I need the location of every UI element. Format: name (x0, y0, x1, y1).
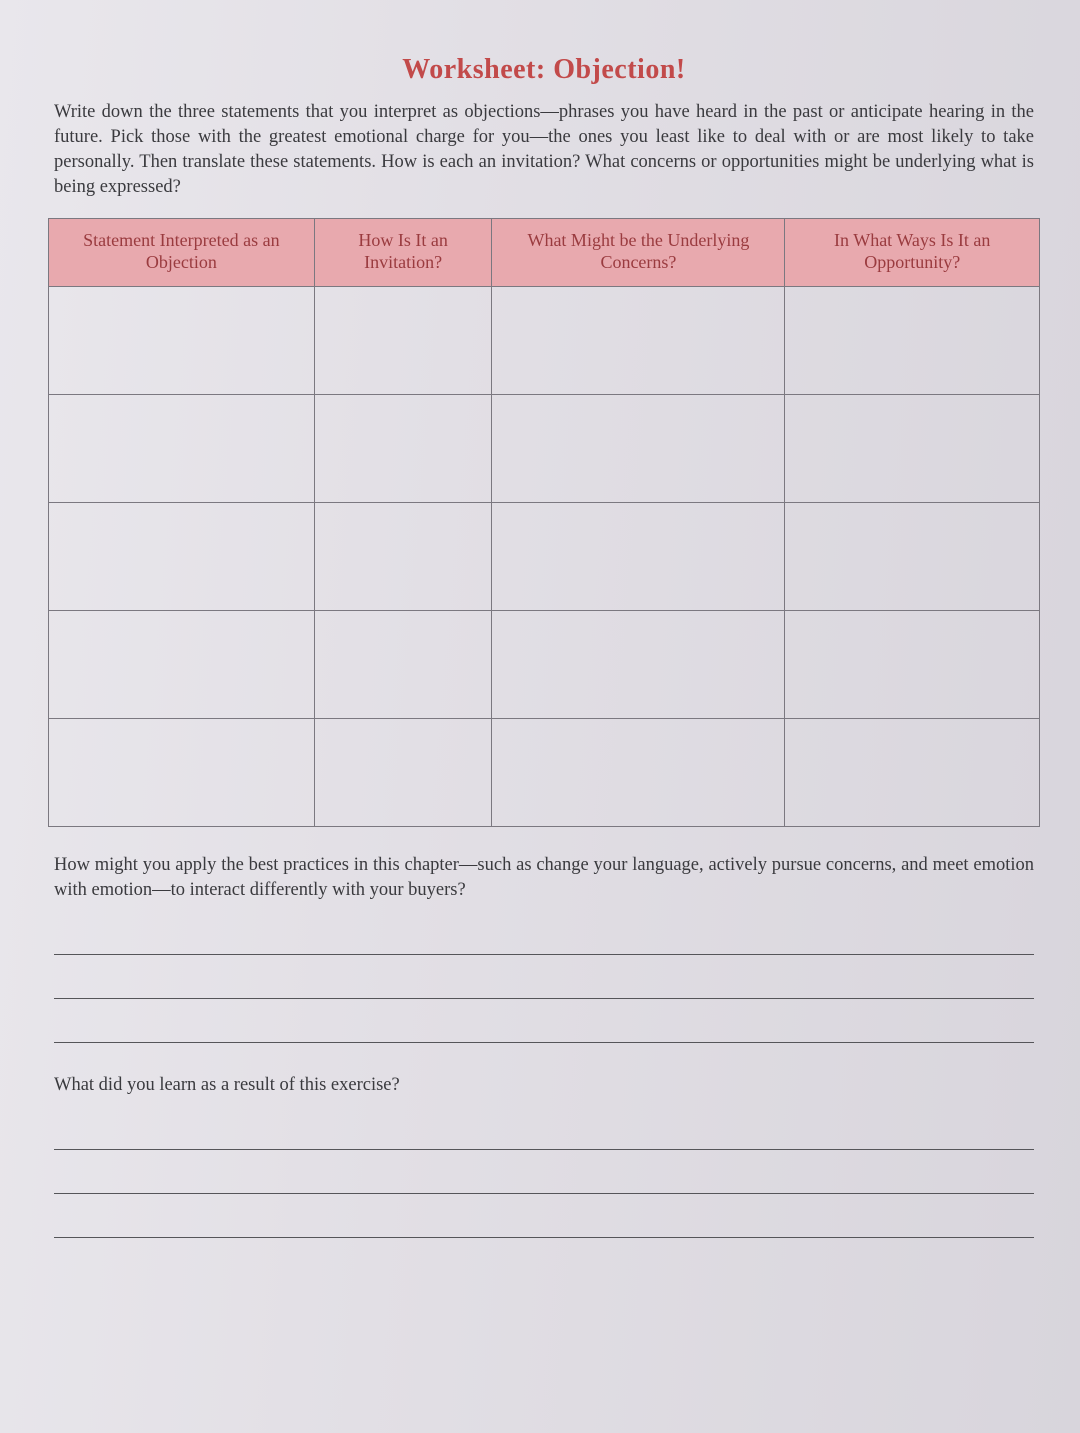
question-2: What did you learn as a result of this e… (54, 1073, 1034, 1098)
cell-blank[interactable] (785, 718, 1040, 826)
blank-line[interactable] (54, 1106, 1034, 1150)
worksheet-title: Worksheet: Objection! (48, 54, 1040, 86)
question-1-lines (54, 911, 1034, 1043)
table-row (49, 502, 1040, 610)
intro-paragraph: Write down the three statements that you… (54, 100, 1034, 200)
cell-blank[interactable] (314, 718, 492, 826)
cell-blank[interactable] (492, 286, 785, 394)
cell-blank[interactable] (785, 286, 1040, 394)
cell-blank[interactable] (785, 502, 1040, 610)
table-body (49, 286, 1040, 826)
blank-line[interactable] (54, 999, 1034, 1043)
cell-blank[interactable] (49, 286, 315, 394)
objection-table: Statement Interpreted as an Objection Ho… (48, 218, 1040, 827)
col-statement: Statement Interpreted as an Objection (49, 218, 315, 286)
table-row (49, 718, 1040, 826)
table-row (49, 610, 1040, 718)
question-2-lines (54, 1106, 1034, 1238)
blank-line[interactable] (54, 1194, 1034, 1238)
blank-line[interactable] (54, 1150, 1034, 1194)
cell-blank[interactable] (785, 394, 1040, 502)
cell-blank[interactable] (49, 394, 315, 502)
col-invitation: How Is It an Invitation? (314, 218, 492, 286)
cell-blank[interactable] (49, 610, 315, 718)
table-row (49, 286, 1040, 394)
blank-line[interactable] (54, 911, 1034, 955)
col-opportunity: In What Ways Is It an Opportunity? (785, 218, 1040, 286)
blank-line[interactable] (54, 955, 1034, 999)
cell-blank[interactable] (785, 610, 1040, 718)
cell-blank[interactable] (492, 718, 785, 826)
cell-blank[interactable] (49, 502, 315, 610)
question-1: How might you apply the best practices i… (54, 853, 1034, 903)
table-row (49, 394, 1040, 502)
col-concerns: What Might be the Underlying Concerns? (492, 218, 785, 286)
cell-blank[interactable] (492, 394, 785, 502)
cell-blank[interactable] (314, 502, 492, 610)
cell-blank[interactable] (314, 610, 492, 718)
table-header-row: Statement Interpreted as an Objection Ho… (49, 218, 1040, 286)
cell-blank[interactable] (492, 610, 785, 718)
cell-blank[interactable] (314, 394, 492, 502)
cell-blank[interactable] (49, 718, 315, 826)
worksheet-page: Worksheet: Objection! Write down the thr… (0, 0, 1080, 1433)
cell-blank[interactable] (492, 502, 785, 610)
cell-blank[interactable] (314, 286, 492, 394)
